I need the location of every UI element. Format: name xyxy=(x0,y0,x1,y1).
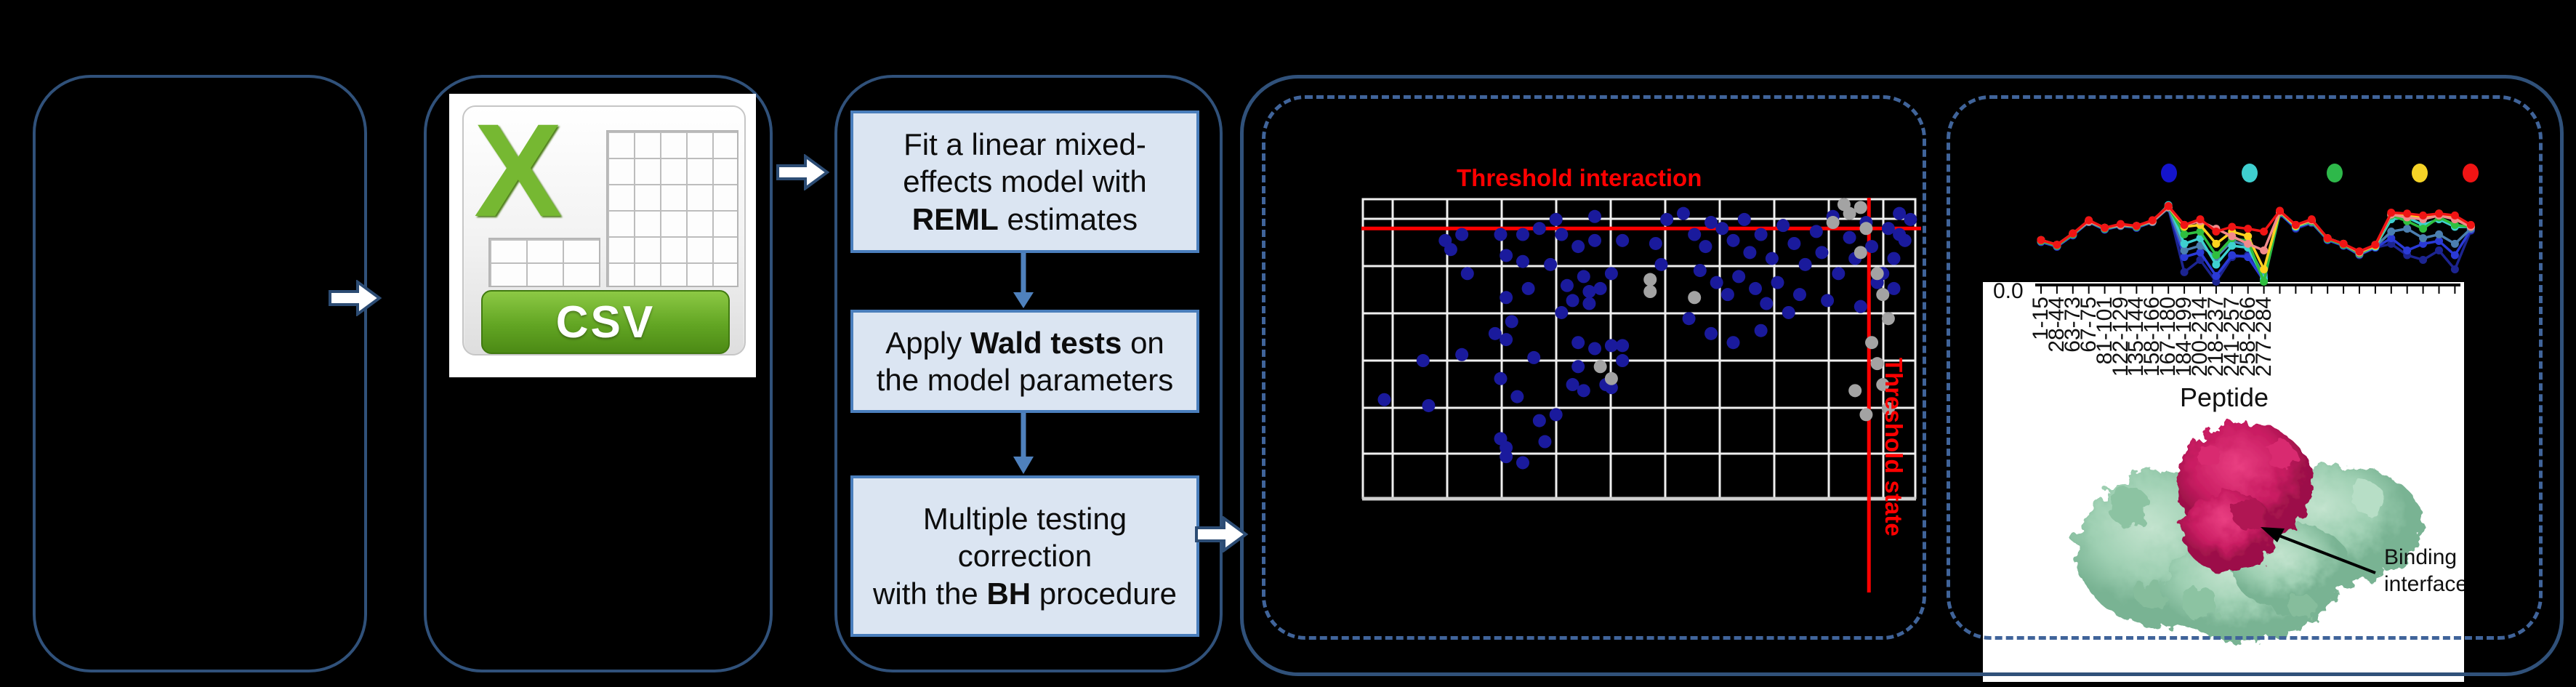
csv-file-icon: X CSV xyxy=(462,96,746,355)
flow-box-bh-text: Multiple testing correction with the BH pr… xyxy=(873,502,1177,611)
binding-interface-label: Binding interface xyxy=(2384,544,2464,598)
flow-box-wald-text: Apply Wald tests on the model parameters xyxy=(876,325,1174,397)
flow-box-wald: Apply Wald tests on the model parameters xyxy=(850,310,1199,413)
spreadsheet-grid-small xyxy=(488,238,600,287)
legend-dot xyxy=(2327,164,2343,182)
panel-input-data xyxy=(33,75,367,672)
threshold-state-label: Threshold state xyxy=(1880,358,1907,537)
flow-box-reml-text: Fit a linear mixed-effects model with REM… xyxy=(903,127,1147,236)
down-arrow-icon xyxy=(1013,253,1034,308)
excel-x-letter: X xyxy=(474,96,563,244)
legend-dot xyxy=(2161,164,2177,182)
binding-interface-line1: Binding xyxy=(2384,545,2458,569)
x-axis xyxy=(2035,284,2460,294)
binding-interface-arrow xyxy=(2261,527,2376,574)
csv-banner-label: CSV xyxy=(555,297,656,347)
protein-structure-image xyxy=(2075,423,2423,642)
uptake-figure-block: 0.0 1-15 28-44 63-73 67-75 81-101 122-129 135-… xyxy=(1983,282,2464,682)
csv-banner: CSV xyxy=(481,290,730,354)
right-arrow-icon xyxy=(776,154,830,190)
threshold-scatter-plot xyxy=(1361,198,1921,592)
csv-file-image: X CSV xyxy=(449,94,756,377)
x-axis-title: Peptide xyxy=(2179,382,2269,412)
right-arrow-icon xyxy=(329,280,382,316)
down-arrow-icon xyxy=(1013,410,1034,474)
y-axis-tick-label: 0.0 xyxy=(1993,282,2024,303)
deuterium-uptake-chart xyxy=(2037,164,2479,286)
legend-dot xyxy=(2242,164,2258,182)
flow-box-reml: Fit a linear mixed-effects model with REM… xyxy=(850,111,1199,253)
right-arrow-icon xyxy=(1195,516,1249,553)
panel-statistical-workflow xyxy=(834,75,1223,672)
legend-dot xyxy=(2463,164,2479,182)
legend-dot xyxy=(2412,164,2428,182)
spreadsheet-grid-large xyxy=(606,130,738,287)
binding-interface-line2: interface xyxy=(2384,572,2464,596)
panel-csv-export xyxy=(424,75,773,672)
panel-results-container xyxy=(1240,75,2564,676)
threshold-interaction-label: Threshold interaction xyxy=(1457,164,1702,191)
flow-box-bh: Multiple testing correction with the BH pr… xyxy=(850,475,1199,637)
